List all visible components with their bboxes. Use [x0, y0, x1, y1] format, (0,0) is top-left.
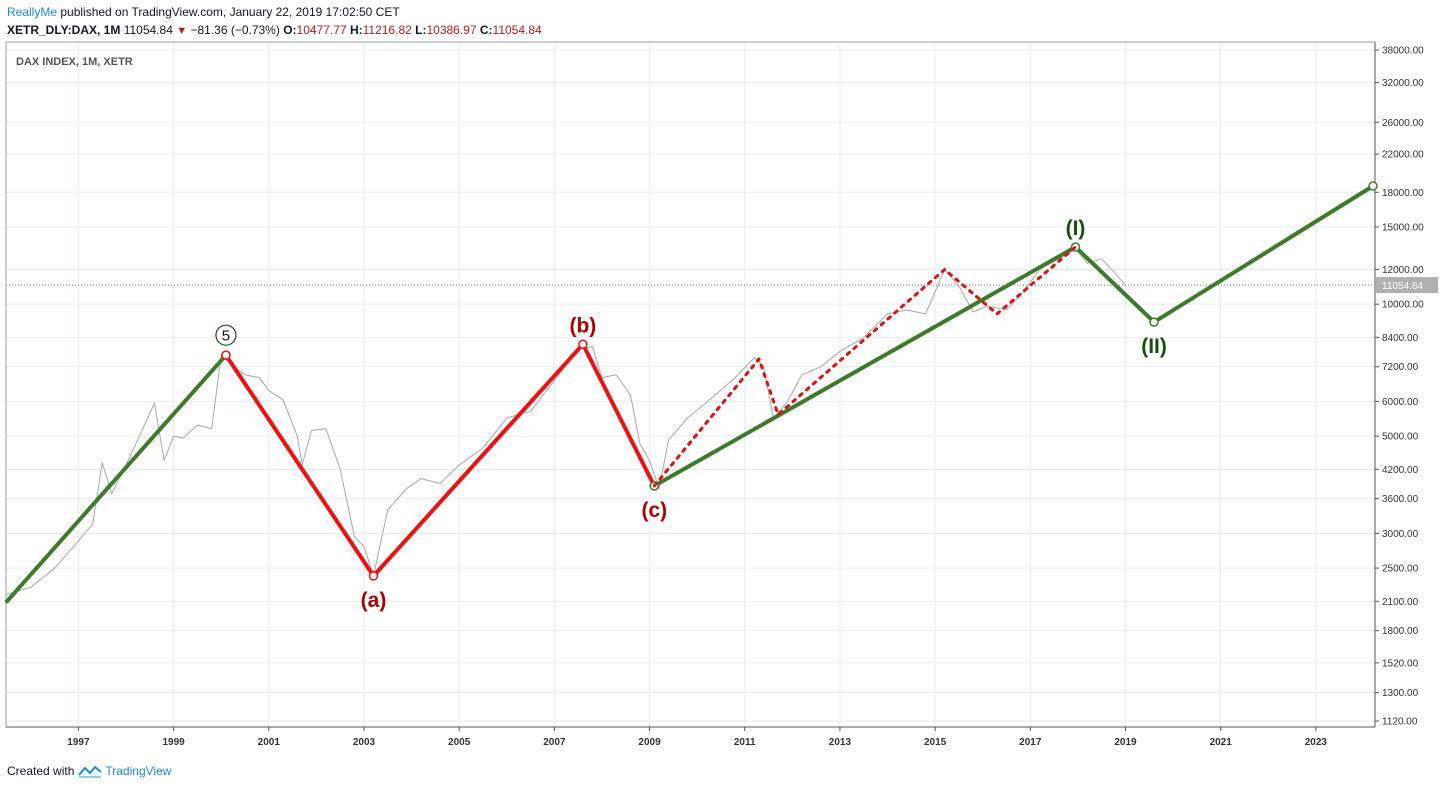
- x-tick-label: 2005: [448, 737, 471, 748]
- open-value: 10477.77: [296, 23, 347, 37]
- x-tick-label: 1999: [162, 737, 185, 748]
- low-value: 10386.97: [426, 23, 477, 37]
- y-tick-label: 6000.00: [1382, 397, 1419, 408]
- price-change: −81.36 (−0.73%): [190, 23, 280, 37]
- impulse-wave-line: [652, 184, 1375, 488]
- last-price-badge: [1376, 277, 1438, 294]
- wave-pivot-point: [1368, 181, 1378, 191]
- y-tick-label: 5000.00: [1382, 432, 1419, 443]
- wave-labels: (a) (b) (c) (I) (II): [361, 217, 1167, 612]
- y-tick-label: 4200.00: [1382, 465, 1419, 476]
- x-tick-label: 2013: [829, 737, 852, 748]
- y-tick-label: 26000.00: [1382, 118, 1424, 129]
- y-tick-label: 18000.00: [1382, 188, 1424, 199]
- last-price-marker: 11054.84: [6, 277, 1438, 294]
- x-tick-label: 2015: [924, 737, 947, 748]
- impulse-wave-line: [5, 353, 228, 604]
- x-tick-label: 2021: [1210, 737, 1233, 748]
- y-tick-label: 1800.00: [1382, 626, 1419, 637]
- y-tick-label: 1520.00: [1382, 658, 1419, 669]
- tradingview-link[interactable]: TradingView: [105, 764, 172, 778]
- y-tick-label: 15000.00: [1382, 222, 1424, 233]
- tradingview-logo-icon: [78, 765, 103, 778]
- y-tick-label: 3000.00: [1382, 529, 1419, 540]
- footer: Created with TradingView: [7, 764, 171, 778]
- y-tick-label: 3600.00: [1382, 494, 1419, 505]
- symbol-label: XETR_DLY:DAX, 1M: [7, 23, 121, 37]
- wave-pivot-point: [578, 339, 588, 350]
- x-tick-label: 1997: [67, 737, 90, 748]
- y-tick-label: 1120.00: [1382, 717, 1418, 728]
- author-link[interactable]: ReallyMe: [7, 5, 58, 19]
- publish-text: published on TradingView.com, January 22…: [57, 5, 400, 19]
- x-tick-label: 2017: [1019, 737, 1042, 748]
- x-tick-label: 2009: [638, 737, 661, 748]
- dotted-wave-line: [652, 245, 1077, 488]
- price-line: [6, 248, 1126, 595]
- low-label: L:: [415, 23, 427, 37]
- created-with-text: Created with: [7, 764, 75, 778]
- wave-pivot-point: [368, 571, 379, 581]
- grid: [6, 42, 1375, 727]
- chart-canvas[interactable]: DAX INDEX, 1M, XETR 1120.00 1300.00 1520.0…: [0, 0, 1444, 760]
- wave-5-label: 5: [222, 328, 230, 345]
- y-tick-label: 7200.00: [1382, 362, 1419, 373]
- x-tick-label: 2019: [1114, 737, 1137, 748]
- chart-title: DAX INDEX, 1M, XETR: [16, 56, 133, 68]
- x-tick-label: 2007: [543, 737, 566, 748]
- close-label: C:: [479, 23, 493, 37]
- last-price: 11054.84: [123, 23, 173, 37]
- legend-line: XETR_DLY:DAX, 1M 11054.84 ▼ −81.36 (−0.7…: [7, 23, 542, 37]
- y-axis-ticks: 1120.00 1300.00 1520.00 1800.00 2100.00 2500.…: [1375, 46, 1424, 728]
- open-label: O:: [283, 23, 297, 37]
- wave-label: (I): [1066, 217, 1086, 240]
- plot-frame: [5, 41, 1376, 728]
- chart-series: 5: [5, 181, 1378, 604]
- y-tick-label: 12000.00: [1382, 265, 1424, 276]
- x-tick-label: 2003: [353, 737, 376, 748]
- y-tick-label: 10000.00: [1382, 300, 1424, 311]
- y-tick-label: 22000.00: [1382, 150, 1424, 161]
- y-tick-label: 1300.00: [1382, 688, 1419, 699]
- high-value: 11216.82: [362, 23, 412, 37]
- y-tick-label: 38000.00: [1382, 46, 1424, 57]
- wave-label: (II): [1141, 335, 1167, 358]
- correction-wave-line: [223, 342, 657, 578]
- x-tick-label: 2023: [1305, 737, 1328, 748]
- publish-line: ReallyMe published on TradingView.com, J…: [7, 5, 400, 19]
- down-triangle-icon: ▼: [176, 25, 188, 37]
- wave-label: (a): [361, 589, 387, 612]
- wave-pivot-point: [1149, 317, 1159, 327]
- y-tick-label: 32000.00: [1382, 78, 1424, 89]
- x-tick-label: 2001: [258, 737, 281, 748]
- y-tick-label: 8400.00: [1382, 333, 1419, 344]
- last-price-text: 11054.84: [1382, 281, 1423, 292]
- x-tick-label: 2011: [734, 737, 756, 748]
- wave-label: (c): [641, 499, 667, 522]
- y-tick-label: 2100.00: [1382, 597, 1419, 608]
- wave-label: (b): [569, 314, 596, 337]
- y-tick-label: 2500.00: [1382, 564, 1419, 575]
- wave-pivot-point: [221, 350, 231, 360]
- high-label: H:: [349, 23, 363, 37]
- wave-5-circle: [215, 324, 237, 346]
- x-axis-ticks: 1997 1999 2001 2003 2005 2007 2009 2011 2013 2015…: [67, 727, 1327, 748]
- close-value: 11054.84: [492, 23, 542, 37]
